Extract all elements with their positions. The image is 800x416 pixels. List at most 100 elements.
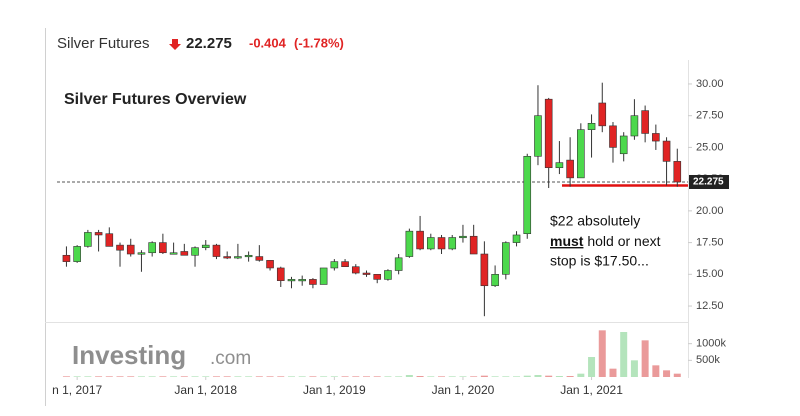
volume-bar [352, 376, 360, 377]
candle-body [298, 279, 307, 282]
volume-bar [159, 376, 167, 377]
volume-bar [62, 376, 70, 377]
candle-body [201, 244, 210, 248]
candle-body [577, 129, 585, 179]
annotation-text: hold or next [583, 233, 660, 249]
volume-bar [663, 370, 671, 377]
candle-body [394, 257, 403, 271]
volume-bar [170, 376, 178, 377]
candle-body [84, 232, 92, 247]
annotation-line: must hold or next [550, 233, 661, 249]
volume-bar [180, 376, 188, 377]
last-price-tag-label: 22.275 [693, 177, 724, 188]
volume-bar [405, 375, 413, 377]
volume-bar [491, 376, 499, 377]
candle-body [159, 242, 167, 254]
volume-bar [127, 376, 135, 377]
watermark-brand: Investing [72, 340, 186, 370]
volume-bar [566, 376, 574, 377]
volume-bar [202, 376, 210, 377]
volume-bar [448, 376, 456, 377]
candle-body [480, 253, 489, 287]
candle-body [448, 237, 457, 250]
volume-bar [459, 376, 467, 377]
volume-bar [309, 376, 317, 377]
volume-bar [330, 376, 338, 377]
volume-bar [73, 376, 81, 377]
volume-bar [373, 376, 381, 377]
volume-bar [116, 376, 124, 377]
candle-body [330, 261, 339, 269]
volume-bar [95, 376, 103, 377]
volume-bar [105, 376, 113, 377]
volume-bar [320, 376, 328, 377]
volume-bar [513, 376, 521, 377]
candle-body [469, 235, 478, 255]
volume-bar [234, 376, 242, 377]
candle-body [137, 252, 146, 255]
candle-body [94, 232, 103, 236]
candle-body [384, 270, 392, 280]
candle-body [287, 279, 296, 282]
candle-body [351, 266, 360, 274]
x-tick-label: Jan 1, 2018 [174, 383, 237, 397]
volume-bar [673, 373, 681, 377]
candle-body [491, 274, 499, 287]
volume-bar [287, 376, 295, 377]
volume-bar [502, 376, 510, 377]
volume-bar [577, 373, 585, 377]
last-price-tag [689, 174, 729, 189]
x-tick-label: Jan 1, 2019 [303, 383, 366, 397]
candle-body [587, 122, 596, 130]
volume-bar [480, 375, 488, 377]
candle-body [276, 267, 285, 281]
volume-bar [534, 375, 542, 377]
volume-bar [630, 360, 638, 377]
candle-body [309, 279, 317, 285]
candle-body [116, 244, 124, 251]
volume-bar [245, 376, 253, 377]
candle-body [244, 254, 253, 258]
candle-body [416, 230, 424, 250]
volume-bar [341, 376, 349, 377]
volume-bar [470, 376, 478, 377]
annotation-line: $22 absolutely [550, 213, 640, 229]
candle-body [459, 235, 467, 239]
candle-body [598, 102, 607, 127]
candle-body [234, 256, 242, 259]
down-arrow [169, 39, 181, 50]
volume-bar [384, 376, 392, 377]
volume-bar [84, 376, 92, 377]
candle-body [544, 98, 553, 169]
volume-bar [620, 332, 628, 377]
volume-bar [641, 340, 649, 377]
candle-body [512, 234, 521, 243]
candle-body [555, 162, 564, 169]
candle-body [62, 254, 71, 262]
candle-body [630, 115, 639, 137]
candle-body [341, 261, 349, 268]
price-change: -0.404 [249, 35, 287, 50]
candle-body [652, 133, 660, 142]
volume-bar [555, 376, 563, 377]
y-tick-label: 30.00 [696, 78, 724, 90]
volume-bar [438, 376, 446, 377]
candle-body [180, 251, 189, 256]
candle-body [126, 244, 135, 255]
volume-bar [191, 376, 199, 377]
volume-bar [416, 376, 424, 377]
candle-body [523, 155, 532, 235]
x-tick-label: n 1, 2017 [52, 383, 102, 397]
volume-bar [652, 365, 660, 377]
candle-body [148, 242, 156, 254]
candle-body [255, 256, 264, 261]
volume-bar [277, 376, 285, 377]
y-tick-label: 15.00 [696, 268, 724, 280]
volume-bar [148, 376, 156, 377]
candle-body [566, 159, 574, 179]
volume-bar [395, 376, 403, 377]
volume-bar [363, 376, 370, 377]
